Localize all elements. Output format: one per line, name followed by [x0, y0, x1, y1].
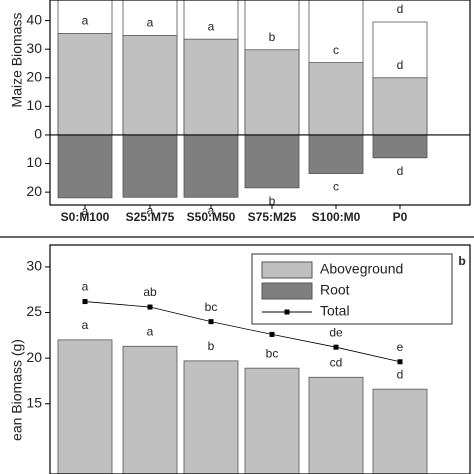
significance-letter: d [397, 58, 404, 72]
bar [308, 376, 364, 474]
bar [372, 388, 428, 474]
plot-area [57, 339, 428, 474]
bar [244, 134, 300, 189]
bar [308, 62, 364, 136]
significance-letter: cd [330, 355, 343, 369]
bar [122, 134, 178, 198]
y-tick-label: 20 [26, 68, 42, 84]
y-tick-label: 0 [34, 126, 42, 142]
bar [57, 33, 113, 136]
total-marker [208, 319, 214, 325]
x-tick-label: S0:M100 [61, 210, 110, 224]
bar [244, 367, 300, 474]
y-tick-label: 10 [26, 154, 42, 170]
y-tick-label: 40 [26, 11, 42, 27]
legend-label: Total [320, 303, 350, 319]
panel-label: b [458, 254, 465, 268]
significance-letter: a [208, 19, 215, 33]
significance-letter: d [397, 2, 404, 16]
significance-letter: d [397, 164, 404, 178]
significance-letter: c [333, 180, 339, 194]
significance-letter: bc [205, 300, 218, 314]
legend-marker [284, 309, 290, 315]
total-marker [147, 304, 153, 310]
significance-letter: a [147, 324, 154, 338]
significance-letter: a [208, 203, 215, 217]
significance-letter: d [397, 367, 404, 381]
bar [122, 345, 178, 474]
significance-letter: de [329, 325, 343, 339]
bar [183, 134, 239, 198]
bar [183, 360, 239, 474]
significance-letter: a [82, 204, 89, 218]
significance-letter: b [208, 339, 215, 353]
bar [372, 134, 428, 159]
significance-letter: a [82, 280, 89, 294]
significance-letter: b [269, 194, 276, 208]
y-tick-label: 30 [26, 40, 42, 56]
significance-letter: c [333, 43, 339, 57]
y-axis-label: ean Biomass (g) [9, 339, 25, 441]
significance-letter: a [82, 318, 89, 332]
x-tick-label: P0 [393, 210, 408, 224]
significance-letter: ab [143, 285, 157, 299]
total-marker [269, 331, 275, 337]
bar [122, 35, 178, 136]
bar [308, 134, 364, 174]
x-tick-label: S25:M75 [126, 210, 175, 224]
significance-letter: bc [266, 346, 279, 360]
legend-label: Aboveground [320, 261, 403, 277]
significance-letter: e [397, 340, 404, 354]
significance-letter: a [147, 203, 154, 217]
bar [372, 77, 428, 136]
plot-area [57, 0, 428, 199]
y-tick-label: 15 [26, 394, 42, 410]
y-tick-label: 30 [26, 258, 42, 274]
y-tick-label: 20 [26, 349, 42, 365]
y-tick-label: 10 [26, 97, 42, 113]
y-axis-label: Maize Biomass [9, 13, 25, 108]
total-line [84, 301, 401, 363]
x-tick-label: S75:M25 [248, 210, 297, 224]
y-tick-label: 20 [26, 183, 42, 199]
bar [57, 134, 113, 199]
significance-letter: b [269, 30, 276, 44]
axis-frame [49, 244, 471, 474]
legend-swatch [261, 261, 313, 279]
significance-letter: a [147, 16, 154, 30]
x-tick-label: S50:M50 [187, 210, 236, 224]
legend-swatch [261, 282, 313, 300]
bar [244, 49, 300, 136]
axis-frame [49, 0, 471, 206]
significance-letter: a [82, 14, 89, 28]
bar [183, 38, 239, 136]
total-marker [333, 344, 339, 350]
bar [57, 339, 113, 474]
total-marker [82, 299, 88, 305]
y-tick-label: 25 [26, 303, 42, 319]
legend-label: Root [320, 282, 350, 298]
total-marker [397, 359, 403, 365]
x-tick-label: S100:M0 [312, 210, 361, 224]
